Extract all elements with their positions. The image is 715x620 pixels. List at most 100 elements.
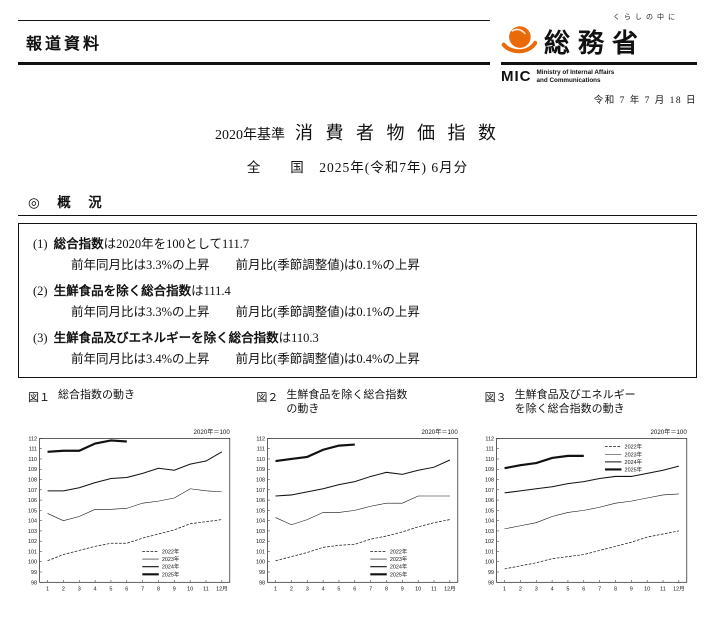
svg-text:100: 100 [28,560,37,566]
logo-underline [501,62,697,65]
figure-label: 図１ [28,392,50,404]
mom-change: 前月比(季節調整値)は0.1%の上昇 [235,305,420,319]
svg-text:105: 105 [28,508,37,514]
svg-text:10: 10 [644,587,650,593]
svg-text:5: 5 [566,587,569,593]
svg-text:106: 106 [485,498,494,504]
figure-1: 図１ 総合指数の動き 2020年＝100 98 99 100 101 102 103 104 1… [18,389,240,608]
summary-item-2: (2) 生鮮食品を除く総合指数は111.4 前年同月比は3.3%の上昇 前月比(季節… [33,280,684,320]
svg-text:7: 7 [369,587,372,593]
summary-item-1: (1) 総合指数は2020年を100として111.7 前年同月比は3.3%の上昇 前… [33,233,684,273]
svg-text:2024年: 2024年 [624,458,642,466]
svg-text:12月: 12月 [444,586,456,593]
summary-item-2-headline: (2) 生鮮食品を除く総合指数は111.4 [33,280,684,299]
top-rule [18,20,490,21]
svg-text:11: 11 [660,587,666,593]
summary-item-3-detail: 前年同月比は3.4%の上昇 前月比(季節調整値)は0.4%の上昇 [33,348,684,367]
svg-text:104: 104 [485,519,494,525]
summary-box: (1) 総合指数は2020年を100として111.7 前年同月比は3.3%の上昇前… [18,223,697,378]
svg-text:108: 108 [28,477,37,483]
svg-text:4: 4 [322,587,325,593]
figure-label: 図３ [484,392,507,404]
index-name: 生鮮食品を除く総合指数 [53,284,192,298]
figure-2: 図２ 生鮮食品を除く総合指数 の動き 2020年＝100 98 99 100 101 10… [246,389,468,608]
svg-text:2023年: 2023年 [624,450,642,458]
ministry-name: 総務省 [544,29,647,58]
figure-label: 図２ [256,392,279,404]
svg-text:112: 112 [257,436,266,442]
svg-text:5: 5 [338,587,341,593]
item-number: (2) [33,284,48,298]
svg-text:4: 4 [550,587,553,593]
yoy-change: 前年同月比は3.3%の上昇 [71,258,210,272]
svg-text:109: 109 [485,467,494,473]
summary-item-1-headline: (1) 総合指数は2020年を100として111.7 [33,233,684,252]
svg-text:101: 101 [485,549,494,555]
item-number: (3) [33,331,48,345]
svg-text:12月: 12月 [673,586,685,593]
svg-text:3: 3 [306,587,309,593]
svg-text:110: 110 [485,457,494,463]
svg-text:101: 101 [256,549,265,555]
svg-text:2022年: 2022年 [624,443,642,451]
index-value-text: は110.3 [278,331,319,345]
publication-date: 令和 7 年 7 月 18 日 [593,96,697,106]
svg-text:112: 112 [485,436,494,442]
svg-text:98: 98 [31,580,37,586]
svg-text:105: 105 [256,508,265,514]
ministry-english-line2: and Communications [536,76,601,84]
svg-text:111: 111 [29,447,37,453]
svg-text:110: 110 [28,457,37,463]
svg-text:102: 102 [485,539,494,545]
figure-title-text: 総合指数の動き [58,389,135,401]
svg-text:99: 99 [488,570,494,576]
svg-text:110: 110 [257,457,266,463]
svg-text:98: 98 [488,580,494,586]
svg-text:108: 108 [485,477,494,483]
svg-text:2: 2 [62,587,65,593]
figure-1-title: 図１ 総合指数の動き [18,389,240,419]
svg-text:107: 107 [256,488,265,494]
svg-text:104: 104 [28,519,37,525]
svg-text:109: 109 [28,467,37,473]
svg-text:11: 11 [432,587,438,593]
ministry-english-name: Ministry of Internal Affairs and Communi… [537,69,615,85]
svg-text:7: 7 [141,587,144,593]
figure-title-text: 生鮮食品及びエネルギー を除く総合指数の動き [514,389,636,415]
svg-text:4: 4 [94,587,97,593]
overview-heading: ◎ 概 況 [28,195,104,210]
svg-text:12月: 12月 [216,586,228,593]
svg-text:2022年: 2022年 [162,548,180,556]
svg-text:103: 103 [256,529,265,535]
summary-item-3: (3) 生鮮食品及びエネルギーを除く総合指数は110.3 前年同月比は3.4%の上… [33,327,684,367]
svg-text:2: 2 [290,587,293,593]
svg-text:7: 7 [598,587,601,593]
svg-text:2: 2 [519,587,522,593]
svg-text:11: 11 [203,587,209,593]
mom-change: 前月比(季節調整値)は0.1%の上昇 [235,258,420,272]
svg-text:2025年: 2025年 [624,466,642,474]
index-value-text: は111.4 [191,284,231,298]
svg-text:5: 5 [109,587,112,593]
svg-text:107: 107 [485,488,494,494]
ministry-logo-block: くらしの中に 総務省 MIC Ministry of Internal Affa… [501,12,697,106]
page-title: 2020年基準消 費 者 物 価 指 数 [18,119,697,145]
svg-text:2020年＝100: 2020年＝100 [193,428,230,436]
title-block: 2020年基準消 費 者 物 価 指 数 全 国 2025年(令和7年) 6月分 [18,119,697,176]
yoy-change: 前年同月比は3.4%の上昇 [71,352,210,366]
svg-text:99: 99 [31,570,37,576]
svg-text:1: 1 [46,587,49,593]
svg-text:103: 103 [485,529,494,535]
doc-type-label: 報道資料 [26,36,103,53]
summary-item-2-detail: 前年同月比は3.3%の上昇 前月比(季節調整値)は0.1%の上昇 [33,301,684,320]
svg-text:2023年: 2023年 [390,555,408,563]
svg-text:9: 9 [173,587,176,593]
svg-text:102: 102 [28,539,37,545]
svg-text:8: 8 [157,587,160,593]
svg-text:99: 99 [259,570,265,576]
ministry-english-line1: Ministry of Internal Affairs [536,68,615,76]
svg-text:2025年: 2025年 [390,570,408,578]
line-chart-ex-fresh-food-energy: 2020年＝1009899100101102103104105106107108… [485,428,687,593]
svg-text:100: 100 [256,560,265,566]
